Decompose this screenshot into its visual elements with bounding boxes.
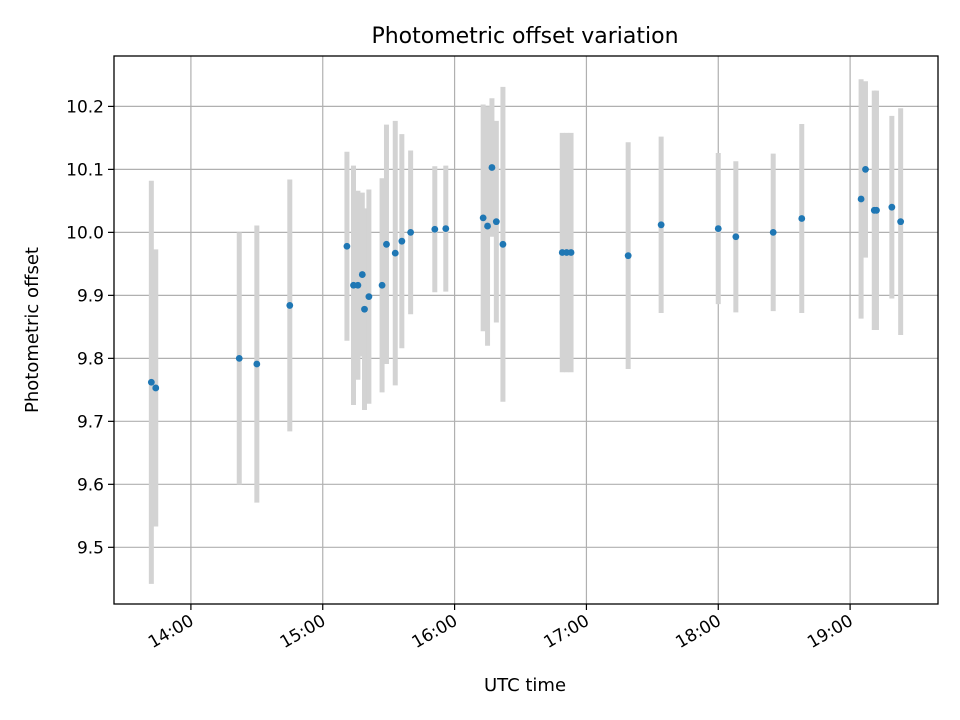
data-points: [147, 164, 905, 392]
data-point: [624, 252, 632, 260]
x-tick-label: 19:00: [804, 611, 856, 653]
x-tick-label: 17:00: [540, 611, 592, 653]
error-bars: [148, 79, 904, 584]
data-point: [488, 164, 496, 171]
data-point: [798, 215, 806, 222]
data-point: [253, 360, 261, 368]
x-axis-label: UTC time: [484, 675, 566, 696]
x-tick-label: 16:00: [409, 611, 461, 653]
data-point: [873, 206, 880, 214]
data-point: [365, 293, 373, 301]
y-tick-label: 9.7: [77, 412, 104, 432]
data-point: [442, 225, 450, 232]
y-tick-label: 10.0: [66, 223, 104, 243]
data-point: [897, 218, 905, 226]
data-point: [361, 305, 368, 313]
data-point: [484, 222, 491, 230]
data-point: [235, 354, 243, 362]
x-tick-label: 18:00: [672, 611, 724, 653]
data-point: [769, 228, 777, 236]
data-point: [714, 225, 722, 232]
x-tick-label: 14:00: [145, 611, 197, 653]
y-tick-label: 9.9: [77, 286, 104, 306]
y-tick-label: 9.8: [77, 349, 104, 369]
data-point: [492, 218, 500, 226]
data-point: [343, 242, 351, 250]
y-tick-label: 9.5: [77, 538, 104, 558]
data-point: [147, 378, 155, 386]
data-point: [152, 384, 160, 392]
data-point: [499, 240, 507, 248]
data-point: [391, 249, 399, 257]
data-point: [407, 228, 415, 236]
data-point: [358, 271, 366, 278]
data-point: [862, 165, 869, 173]
x-tick-label: 15:00: [277, 611, 329, 653]
data-point: [431, 225, 439, 233]
plot-frame: [113, 55, 939, 605]
data-point: [857, 195, 865, 203]
chart-title: Photometric offset variation: [371, 24, 678, 49]
x-axis-ticks: 14:00 15:00 16:00 17:00 18:00 19:00: [145, 604, 857, 653]
data-point: [479, 214, 487, 222]
data-point: [286, 302, 294, 309]
data-point: [383, 240, 390, 248]
y-axis-ticks: 9.5 9.6 9.7 9.8 9.9 10.0 10.1 10.2: [66, 97, 114, 558]
data-point: [657, 221, 665, 229]
data-point: [732, 233, 740, 241]
y-tick-label: 10.1: [66, 160, 104, 180]
data-point: [567, 249, 575, 256]
data-point: [888, 203, 896, 211]
y-tick-label: 10.2: [66, 97, 104, 117]
data-point: [378, 281, 386, 289]
data-point: [354, 281, 362, 289]
data-point: [398, 237, 406, 245]
y-tick-label: 9.6: [77, 475, 104, 495]
y-axis-label: Photometric offset: [22, 247, 43, 413]
